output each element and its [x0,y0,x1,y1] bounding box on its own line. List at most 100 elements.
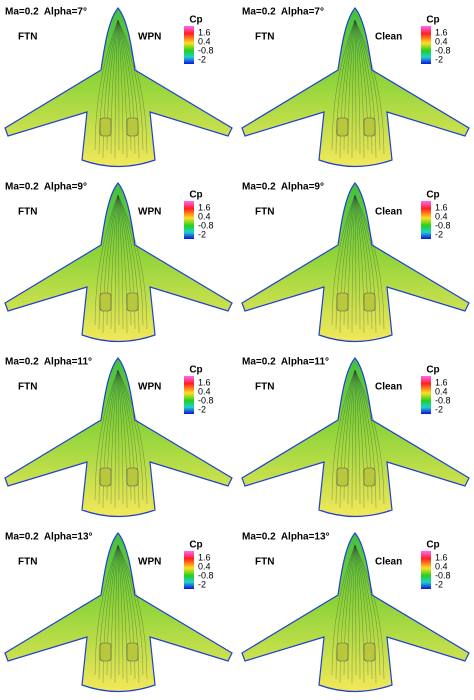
streamline [335,19,356,155]
model-label: FTN [18,207,37,218]
legend-title: Cp [426,15,439,26]
nacelle [99,642,112,662]
streamline [98,194,119,330]
streamline [351,194,356,334]
streamline [117,19,128,159]
colorbar [184,26,194,64]
colorbar-tick-label: -0.8 [198,570,214,580]
colorbar-tick-label: 0.4 [198,561,211,571]
streamline [110,194,119,330]
streamline [117,369,140,509]
aircraft-surface [241,532,470,693]
colorbar-tick-label: -0.8 [198,220,214,230]
colorbar [184,376,194,414]
nacelle [336,642,349,662]
config-label: Clean [375,32,402,43]
aircraft-surface [4,182,233,343]
streamline [347,369,356,505]
model-label: FTN [18,382,37,393]
colorbar-tick-label: -0.8 [435,220,451,230]
aircraft-surface [4,7,233,168]
streamline [94,194,119,326]
nacelle [363,467,376,487]
streamline [347,194,356,330]
model-label: FTN [18,32,37,43]
colorbar-tick-label: -0.8 [435,45,451,55]
streamline [331,544,356,676]
colorbar [421,551,431,589]
streamline [117,19,148,155]
legend-title: Cp [189,15,202,26]
streamline [354,544,357,676]
model-label: FTN [255,207,274,218]
streamline [351,544,356,684]
panel: Ma=0.2 Alpha=11° FTN Clean Cp1.60.4-0.8-2 [241,357,470,518]
nacelle [363,642,376,662]
colorbar-tick-label: 1.6 [198,27,211,37]
aircraft-surface [4,357,233,518]
condition-label: Ma=0.2 Alpha=9° [242,182,324,193]
colorbar-tick-label: 0.4 [435,386,448,396]
streamline [354,19,385,155]
colorbar-tick-label: -0.8 [435,395,451,405]
aircraft-surface [4,532,233,693]
config-label: Clean [375,207,402,218]
streamline [354,544,385,680]
config-label: WPN [138,207,161,218]
streamline [102,369,119,509]
streamline [354,19,373,155]
model-label: FTN [18,557,37,568]
streamline [117,369,136,505]
streamline [354,369,373,505]
config-label: WPN [138,382,161,393]
colorbar-tick-label: 1.6 [198,202,211,212]
streamline [98,369,119,505]
nacelle [336,117,349,137]
streamline [114,544,119,684]
condition-label: Ma=0.2 Alpha=7° [5,7,87,18]
streamline [339,369,356,509]
colorbar-tick-label: -2 [435,54,443,64]
streamline [354,544,381,676]
streamline [117,369,128,509]
streamline [354,369,365,509]
condition-label: Ma=0.2 Alpha=7° [242,7,324,18]
streamline [117,369,144,501]
streamline [354,19,361,155]
colorbar-tick-label: -2 [198,54,206,64]
streamline [351,369,356,509]
colorbar-tick-label: -0.8 [198,395,214,405]
streamline [354,194,373,330]
nacelle [336,292,349,312]
streamline [98,544,119,680]
streamline [331,194,356,326]
streamline [117,194,124,330]
streamline [117,194,120,326]
streamline [335,369,356,505]
nacelle [126,292,139,312]
streamline [117,544,124,680]
streamline [117,19,124,155]
legend-title: Cp [189,540,202,551]
aircraft-surface [241,182,470,343]
streamline [117,544,148,680]
legend-title: Cp [426,540,439,551]
streamline [354,369,377,509]
streamline [347,544,356,680]
condition-label: Ma=0.2 Alpha=11° [242,357,329,368]
streamline [354,194,377,334]
streamline [117,369,124,505]
streamline [351,19,356,159]
nacelle [363,117,376,137]
legend-title: Cp [426,365,439,376]
streamline [117,194,148,330]
panel: Ma=0.2 Alpha=13° FTN Clean Cp1.60.4-0.8-2 [241,532,470,693]
streamline [117,19,144,151]
config-label: WPN [138,32,161,43]
colorbar [184,551,194,589]
streamline [335,194,356,330]
streamline [339,194,356,334]
streamline [102,194,119,334]
panel: Ma=0.2 Alpha=7° FTN WPN Cp1.60.4-0.8-2 [4,7,233,168]
